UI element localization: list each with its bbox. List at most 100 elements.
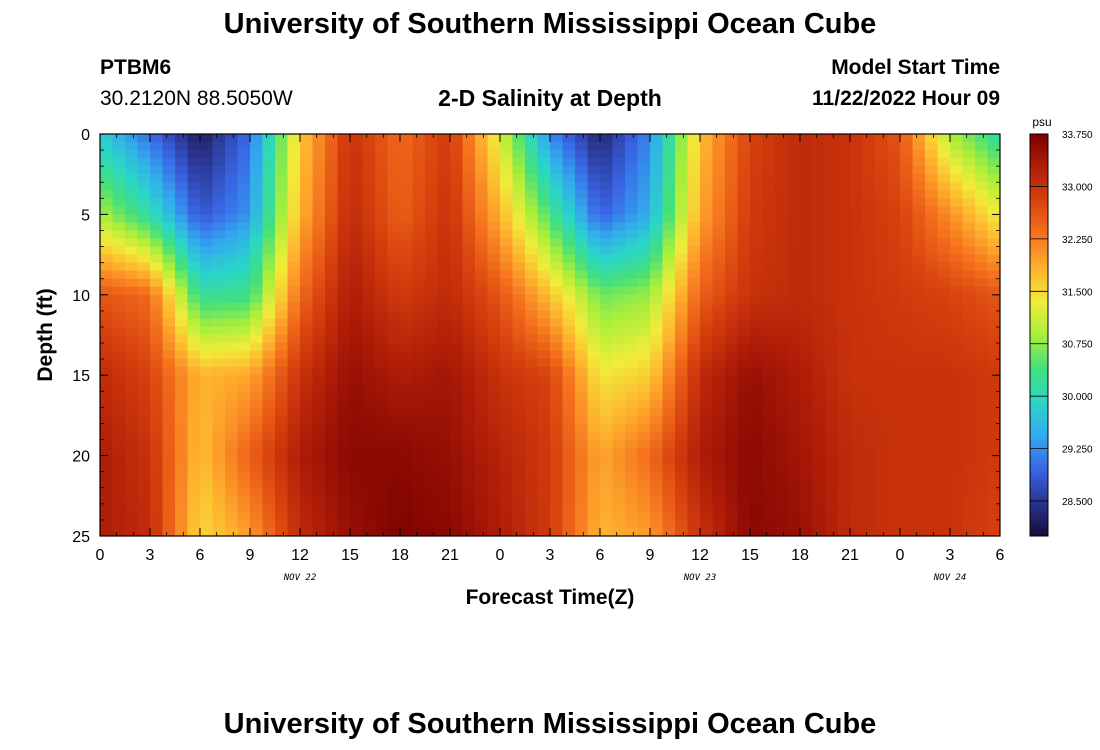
heatmap-cell xyxy=(100,367,114,376)
heatmap-cell xyxy=(350,447,364,457)
heatmap-cell xyxy=(575,158,589,167)
heatmap-cell xyxy=(837,230,851,240)
heatmap-cell xyxy=(100,423,114,433)
heatmap-cell xyxy=(287,423,301,433)
heatmap-cell xyxy=(112,487,126,497)
heatmap-cell xyxy=(187,399,201,408)
heatmap-cell xyxy=(125,158,139,167)
heatmap-cell xyxy=(287,343,301,352)
heatmap-cell xyxy=(362,206,376,215)
heatmap-cell xyxy=(275,238,289,248)
heatmap-cell xyxy=(687,367,701,376)
heatmap-cell xyxy=(900,399,914,408)
heatmap-cell xyxy=(537,134,551,143)
heatmap-cell xyxy=(887,214,901,224)
heatmap-cell xyxy=(975,310,989,320)
heatmap-cell xyxy=(725,174,739,183)
heatmap-cell xyxy=(650,230,664,240)
heatmap-cell xyxy=(437,150,451,159)
heatmap-cell xyxy=(700,230,714,240)
heatmap-cell xyxy=(925,471,939,481)
heatmap-cell xyxy=(450,439,464,449)
heatmap-cell xyxy=(750,359,764,368)
heatmap-cell xyxy=(187,270,201,280)
heatmap-cell xyxy=(687,359,701,368)
heatmap-cell xyxy=(225,310,239,320)
heatmap-cell xyxy=(387,262,401,272)
heatmap-cell xyxy=(325,367,339,376)
heatmap-cell xyxy=(700,302,714,312)
heatmap-cell xyxy=(875,495,889,505)
heatmap-cell xyxy=(412,423,426,433)
heatmap-cell xyxy=(762,270,776,280)
heatmap-cell xyxy=(587,423,601,433)
heatmap-cell xyxy=(825,142,839,151)
heatmap-cell xyxy=(837,471,851,481)
heatmap-cell xyxy=(450,359,464,368)
heatmap-cell xyxy=(112,335,126,344)
heatmap-cell xyxy=(225,391,239,400)
heatmap-cell xyxy=(962,134,976,143)
heatmap-cell xyxy=(450,302,464,312)
heatmap-cell xyxy=(275,511,289,521)
heatmap-cell xyxy=(775,343,789,352)
heatmap-cell xyxy=(462,158,476,167)
heatmap-cell xyxy=(637,238,651,248)
heatmap-cell xyxy=(350,230,364,240)
heatmap-cell xyxy=(862,134,876,143)
heatmap-cell xyxy=(887,527,901,536)
heatmap-cell xyxy=(100,511,114,521)
heatmap-cell xyxy=(137,471,151,481)
heatmap-cell xyxy=(262,463,276,473)
heatmap-cell xyxy=(525,142,539,151)
heatmap-cell xyxy=(825,174,839,183)
heatmap-cell xyxy=(937,246,951,256)
heatmap-cell xyxy=(600,166,614,175)
heatmap-cell xyxy=(187,254,201,264)
heatmap-cell xyxy=(775,214,789,224)
heatmap-cell xyxy=(437,214,451,224)
heatmap-cell xyxy=(112,294,126,304)
heatmap-cell xyxy=(950,375,964,384)
heatmap-cell xyxy=(862,407,876,416)
heatmap-cell xyxy=(550,383,564,392)
heatmap-cell xyxy=(300,238,314,248)
heatmap-cell xyxy=(225,238,239,248)
heatmap-cell xyxy=(425,519,439,529)
heatmap-cell xyxy=(662,278,676,288)
heatmap-cell xyxy=(825,415,839,425)
heatmap-cell xyxy=(362,246,376,256)
heatmap-cell xyxy=(425,415,439,425)
x-tick-label: 0 xyxy=(496,547,505,564)
heatmap-cell xyxy=(150,238,164,248)
heatmap-cell xyxy=(537,463,551,473)
heatmap-cell xyxy=(212,471,226,481)
heatmap-cell xyxy=(737,198,751,207)
heatmap-cell xyxy=(937,254,951,264)
heatmap-cell xyxy=(300,447,314,457)
heatmap-cell xyxy=(962,471,976,481)
heatmap-cell xyxy=(987,391,1000,400)
heatmap-cell xyxy=(425,190,439,199)
heatmap-cell xyxy=(962,479,976,489)
heatmap-cell xyxy=(900,463,914,473)
heatmap-cell xyxy=(700,166,714,175)
heatmap-cell xyxy=(137,134,151,143)
heatmap-cell xyxy=(200,158,214,167)
heatmap-cell xyxy=(687,230,701,240)
heatmap-cell xyxy=(500,423,514,433)
heatmap-cell xyxy=(812,359,826,368)
heatmap-cell xyxy=(987,230,1000,240)
heatmap-cell xyxy=(625,479,639,489)
heatmap-cell xyxy=(150,455,164,465)
heatmap-cell xyxy=(525,222,539,232)
heatmap-cell xyxy=(187,471,201,481)
heatmap-cell xyxy=(362,439,376,449)
heatmap-cell xyxy=(325,246,339,256)
heatmap-cell xyxy=(687,206,701,215)
heatmap-cell xyxy=(475,142,489,151)
heatmap-cell xyxy=(112,278,126,288)
heatmap-cell xyxy=(750,238,764,248)
heatmap-cell xyxy=(262,503,276,513)
heatmap-cell xyxy=(462,399,476,408)
